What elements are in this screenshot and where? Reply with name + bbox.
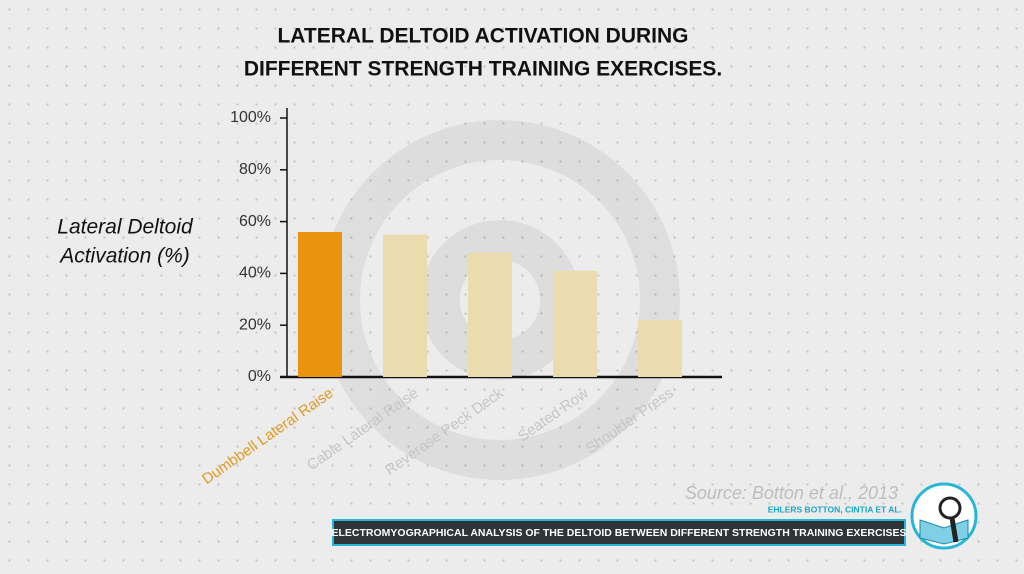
chart-title: LATERAL DELTOID ACTIVATION DURING — [277, 25, 688, 48]
banner-title: ELECTROMYOGRAPHICAL ANALYSIS OF THE DELT… — [331, 527, 906, 539]
banner-authors: EHLERS BOTTON, CINTIA ET AL. — [768, 504, 902, 514]
bar — [298, 231, 342, 377]
bar — [638, 320, 682, 377]
y-tick-label: 60% — [239, 213, 271, 230]
y-axis-label: Lateral Deltoid — [57, 216, 194, 239]
y-tick-label: 80% — [239, 161, 271, 178]
y-tick-label: 40% — [239, 265, 271, 282]
chart-title: DIFFERENT STRENGTH TRAINING EXERCISES. — [244, 58, 722, 81]
y-tick-label: 100% — [230, 109, 271, 126]
y-tick-label: 0% — [248, 368, 271, 385]
y-tick-label: 20% — [239, 316, 271, 333]
bar — [383, 234, 427, 377]
bar — [468, 252, 512, 377]
y-axis-label: Activation (%) — [58, 245, 190, 268]
banner-box — [332, 519, 906, 546]
book-icon — [910, 482, 978, 550]
bar — [553, 270, 597, 377]
source: Source: Botton et al., 2013 — [685, 483, 898, 503]
